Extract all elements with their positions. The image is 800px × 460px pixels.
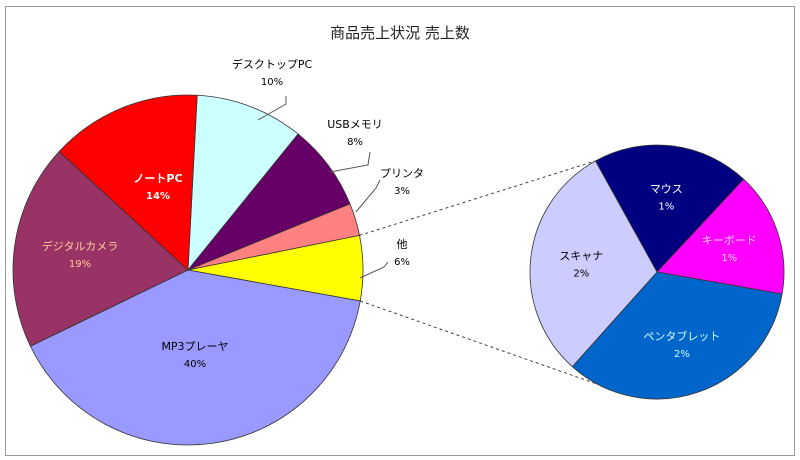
data-label-name: 他 xyxy=(397,238,408,251)
data-label-percent: 2% xyxy=(674,349,690,360)
data-label-name: キーボード xyxy=(702,234,757,247)
data-label-name: デスクトップPC xyxy=(232,57,313,71)
pie-slice xyxy=(529,160,658,368)
data-label-percent: 2% xyxy=(573,269,589,280)
data-label-percent: 14% xyxy=(146,191,170,202)
connector-line xyxy=(359,160,596,236)
data-label-percent: 10% xyxy=(261,77,283,88)
leader-line xyxy=(257,96,287,121)
data-label-name: デジタルカメラ xyxy=(42,239,118,253)
pie-slice xyxy=(187,94,299,272)
data-label-percent: 3% xyxy=(394,186,410,197)
data-label-percent: 8% xyxy=(347,137,363,148)
pie-slice xyxy=(12,150,189,347)
chart-title: 商品売上状況 売上数 xyxy=(330,24,470,42)
pie-slice xyxy=(594,144,745,273)
leader-line xyxy=(329,151,371,173)
data-label-name: MP3プレーヤ xyxy=(161,340,228,353)
leader-line xyxy=(359,261,389,279)
chart-area xyxy=(5,6,795,456)
pie-slice xyxy=(58,94,198,271)
data-label-name: USBメモリ xyxy=(327,118,383,131)
data-label-name: ノートPC xyxy=(133,172,182,185)
data-label-name: プリンタ xyxy=(380,167,424,180)
leader-line xyxy=(355,179,381,213)
data-label-percent: 19% xyxy=(69,259,91,270)
pie-slice xyxy=(656,178,785,295)
data-label-percent: 1% xyxy=(721,253,737,264)
data-label-percent: 6% xyxy=(394,257,410,268)
data-label-name: ペンタブレット xyxy=(643,329,720,343)
pie-slice xyxy=(571,271,783,400)
data-label-name: スキャナ xyxy=(559,250,603,263)
data-label-percent: 1% xyxy=(658,201,674,212)
data-label-name: マウス xyxy=(650,182,683,195)
pie-slice xyxy=(29,269,361,446)
data-label-percent: 40% xyxy=(184,359,206,370)
